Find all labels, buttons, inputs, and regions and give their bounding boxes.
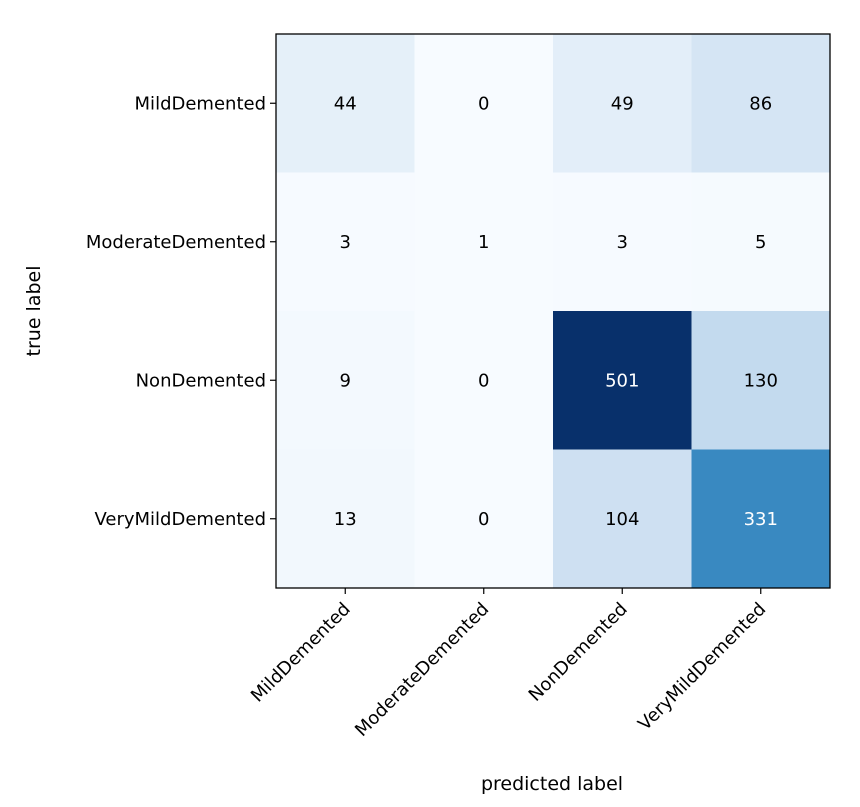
heatmap-cell — [553, 172, 692, 312]
cell-value-label: 501 — [605, 370, 639, 391]
plot-frame — [275, 33, 831, 589]
heatmap-cell — [691, 311, 831, 450]
x-tick-label: ModerateDemented — [351, 599, 493, 741]
heatmap-cell — [414, 311, 554, 450]
x-tick-label: NonDemented — [525, 599, 632, 706]
cell-value-label: 9 — [340, 370, 351, 391]
cell-value-label: 13 — [334, 509, 357, 530]
cell-value-label: 3 — [340, 232, 351, 253]
heatmap-cell — [414, 449, 554, 589]
heatmap-cell — [691, 34, 831, 173]
y-tick-label: VeryMildDemented — [94, 509, 266, 530]
cell-value-label: 5 — [755, 232, 766, 253]
y-tick-label: ModerateDemented — [86, 232, 266, 253]
heatmap-cell — [276, 449, 415, 589]
heatmap-cell — [553, 311, 692, 450]
heatmap-cells — [276, 34, 831, 589]
cell-value-label: 130 — [744, 370, 778, 391]
x-tick-label: MildDemented — [247, 599, 355, 707]
cell-value-label: 331 — [744, 509, 778, 530]
heatmap-cell — [553, 34, 692, 173]
cell-value-label: 49 — [611, 93, 634, 114]
heatmap-cell — [276, 311, 415, 450]
heatmap-cell — [414, 172, 554, 312]
cell-value-label: 0 — [478, 509, 489, 530]
y-axis-ticks: MildDemented ModerateDemented NonDemented V… — [86, 93, 276, 530]
y-tick-label: MildDemented — [135, 93, 266, 114]
y-axis-label: true label — [23, 266, 45, 357]
cell-value-label: 3 — [617, 232, 628, 253]
heatmap-cell — [276, 172, 415, 312]
cell-value-label: 86 — [749, 93, 772, 114]
heatmap-cell — [553, 449, 692, 589]
cell-value-label: 44 — [334, 93, 357, 114]
heatmap-cell — [414, 34, 554, 173]
x-tick-label: VeryMildDemented — [634, 599, 770, 735]
cell-value-label: 0 — [478, 93, 489, 114]
x-axis-label: predicted label — [481, 773, 623, 795]
heatmap-cell — [276, 34, 415, 173]
heatmap-cell — [691, 449, 831, 589]
cell-value-label: 0 — [478, 370, 489, 391]
cell-value-label: 1 — [478, 232, 489, 253]
heatmap-cell — [691, 172, 831, 312]
y-tick-label: NonDemented — [136, 370, 266, 391]
cell-value-label: 104 — [605, 509, 639, 530]
